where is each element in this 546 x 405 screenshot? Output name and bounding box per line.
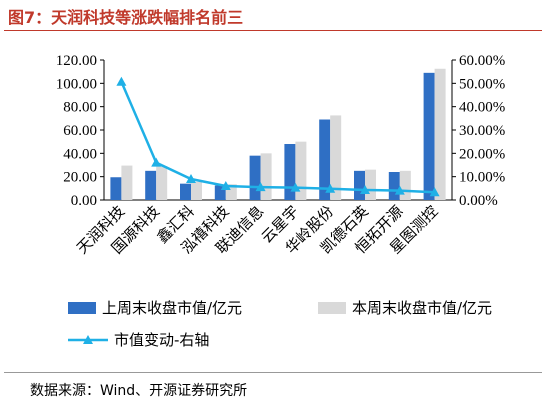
bar-prev-4 xyxy=(249,155,261,200)
figure-title: 图7：天润科技等涨跌幅排名前三 xyxy=(8,8,244,27)
right-tick-label: 50.00% xyxy=(459,76,505,92)
legend-label-2: 市值变动-右轴 xyxy=(114,331,209,349)
bar-prev-0 xyxy=(110,177,122,200)
right-tick-label: 20.00% xyxy=(459,146,505,162)
left-tick-label: 0.00 xyxy=(71,193,97,209)
bar-prev-1 xyxy=(145,170,157,200)
bar-curr-0 xyxy=(121,165,133,200)
bar-prev-2 xyxy=(180,183,191,200)
bar-curr-5 xyxy=(295,141,307,200)
left-tick-label: 80.00 xyxy=(63,100,97,116)
legend-swatch-marker xyxy=(83,335,93,344)
bar-prev-8 xyxy=(388,172,400,200)
source-rule xyxy=(4,372,542,373)
right-tick-label: 40.00% xyxy=(459,100,505,116)
right-tick-label: 30.00% xyxy=(459,123,505,139)
legend-label-0: 上周末收盘市值/亿元 xyxy=(102,299,242,317)
left-tick-label: 40.00 xyxy=(63,146,97,162)
bar-curr-1 xyxy=(156,166,168,200)
change-marker-2 xyxy=(186,174,196,183)
right-tick-label: 60.00% xyxy=(459,53,505,69)
source-note: 数据来源：Wind、开源证券研究所 xyxy=(30,383,248,399)
left-tick-label: 100.00 xyxy=(56,76,97,92)
bar-curr-2 xyxy=(191,181,202,200)
legend-swatch-1 xyxy=(318,302,346,314)
change-marker-4 xyxy=(255,182,266,192)
bar-prev-6 xyxy=(319,119,331,200)
bar-curr-6 xyxy=(330,115,342,200)
right-tick-label: 10.00% xyxy=(459,170,505,186)
legend-label-1: 本周末收盘市值/亿元 xyxy=(352,299,492,317)
change-marker-9 xyxy=(429,187,440,197)
change-marker-0 xyxy=(116,76,127,86)
change-marker-7 xyxy=(360,184,370,194)
bar-prev-3 xyxy=(214,185,226,200)
right-tick-label: 0.00% xyxy=(459,193,498,209)
change-marker-5 xyxy=(290,182,301,192)
title-rule xyxy=(4,30,542,31)
left-tick-label: 120.00 xyxy=(56,53,97,69)
change-marker-3 xyxy=(220,181,231,190)
legend-swatch-0 xyxy=(68,302,96,314)
change-marker-1 xyxy=(151,157,162,167)
change-line xyxy=(120,81,435,194)
change-marker-6 xyxy=(325,183,336,193)
left-tick-label: 60.00 xyxy=(63,123,97,139)
bar-curr-4 xyxy=(260,153,272,200)
bar-prev-7 xyxy=(354,170,365,200)
bar-curr-8 xyxy=(399,170,411,200)
bar-curr-7 xyxy=(365,169,376,200)
bar-prev-9 xyxy=(423,72,435,200)
bar-prev-5 xyxy=(284,144,296,200)
change-marker-8 xyxy=(394,185,405,195)
left-tick-label: 20.00 xyxy=(63,170,97,186)
bar-curr-9 xyxy=(434,68,446,200)
bar-curr-3 xyxy=(225,184,237,200)
